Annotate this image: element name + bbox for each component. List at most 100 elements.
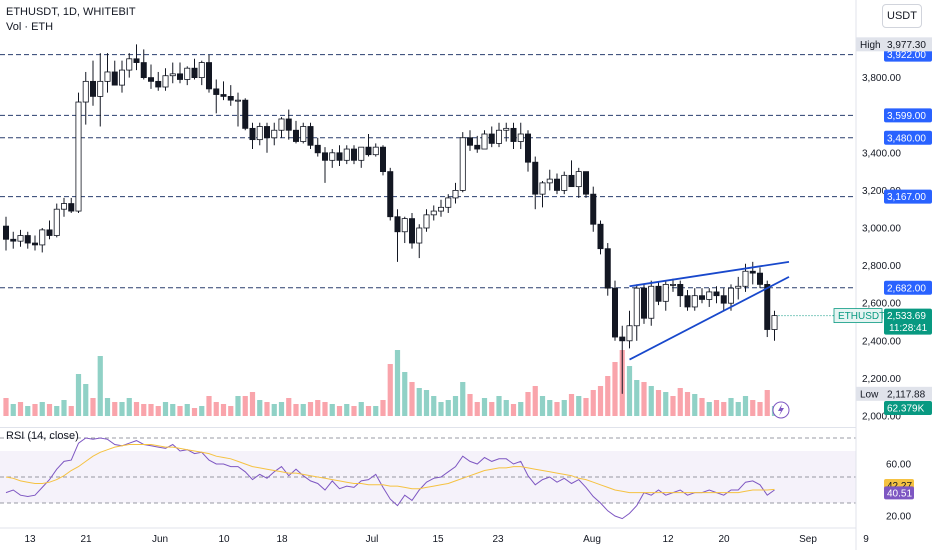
candle-body[interactable] (481, 133, 488, 150)
candle-body[interactable] (728, 287, 735, 304)
candle-body[interactable] (626, 325, 633, 342)
candle-body[interactable] (111, 71, 118, 86)
candle-body[interactable] (401, 218, 408, 233)
candle-body[interactable] (39, 229, 46, 246)
symbol-title[interactable]: ETHUSDT, 1D, WHITEBIT (6, 6, 136, 18)
candle-body[interactable] (474, 144, 481, 150)
candle-body[interactable] (227, 96, 234, 101)
candle-body[interactable] (648, 285, 655, 319)
candle-body[interactable] (677, 283, 684, 297)
candle-body[interactable] (10, 238, 17, 242)
candle-body[interactable] (242, 99, 249, 129)
candle-body[interactable] (532, 161, 539, 195)
candle-body[interactable] (561, 174, 568, 191)
trendline[interactable] (629, 260, 790, 288)
candle-body[interactable] (408, 218, 415, 244)
candle-body[interactable] (365, 146, 372, 156)
candle-body[interactable] (597, 223, 604, 250)
candle-body[interactable] (314, 144, 321, 154)
candle-body[interactable] (684, 295, 691, 308)
candle-body[interactable] (271, 129, 278, 139)
candle-body[interactable] (539, 182, 546, 195)
candle-body[interactable] (525, 133, 532, 163)
candle-body[interactable] (336, 152, 343, 161)
candle-body[interactable] (191, 67, 198, 78)
candle-body[interactable] (147, 77, 154, 82)
candle-body[interactable] (662, 283, 669, 302)
candle-body[interactable] (633, 287, 640, 327)
candle-body[interactable] (358, 146, 365, 161)
candle-body[interactable] (17, 235, 24, 242)
candle-body[interactable] (68, 203, 75, 212)
candle-body[interactable] (568, 174, 575, 188)
candle-body[interactable] (133, 58, 140, 63)
candle-body[interactable] (126, 58, 133, 71)
candle-body[interactable] (445, 197, 452, 208)
candle-body[interactable] (329, 152, 336, 161)
candle-body[interactable] (466, 137, 473, 146)
candle-body[interactable] (184, 67, 191, 80)
candle-body[interactable] (437, 206, 444, 212)
candle-body[interactable] (285, 118, 292, 131)
candle-body[interactable] (162, 75, 169, 88)
candle-body[interactable] (155, 80, 162, 88)
candle-body[interactable] (234, 99, 241, 102)
candle-body[interactable] (510, 127, 517, 142)
candle-body[interactable] (176, 73, 183, 80)
candle-body[interactable] (32, 242, 39, 246)
candle-body[interactable] (757, 272, 764, 285)
candle-body[interactable] (220, 94, 227, 97)
candle-body[interactable] (546, 178, 553, 184)
candle-body[interactable] (75, 101, 82, 212)
candle-body[interactable] (213, 88, 220, 95)
candle-body[interactable] (82, 80, 89, 103)
candle-body[interactable] (691, 295, 698, 308)
volume-indicator-label[interactable]: Vol · ETH (6, 21, 54, 33)
candle-body[interactable] (749, 270, 756, 274)
candle-body[interactable] (517, 133, 524, 142)
candle-body[interactable] (104, 71, 111, 82)
candle-body[interactable] (764, 283, 771, 330)
candle-body[interactable] (321, 152, 328, 161)
candle-body[interactable] (387, 171, 394, 218)
candle-body[interactable] (742, 270, 749, 287)
candle-body[interactable] (612, 287, 619, 338)
candle-body[interactable] (372, 146, 379, 156)
candle-body[interactable] (292, 129, 299, 142)
candle-body[interactable] (735, 285, 742, 289)
candle-body[interactable] (90, 80, 97, 97)
candle-body[interactable] (503, 127, 510, 131)
candle-body[interactable] (619, 336, 626, 342)
candle-body[interactable] (590, 193, 597, 225)
candle-body[interactable] (278, 118, 285, 131)
candle-body[interactable] (343, 148, 350, 161)
candle-body[interactable] (97, 80, 104, 97)
candle-body[interactable] (24, 235, 31, 244)
candle-body[interactable] (713, 291, 720, 297)
currency-button[interactable]: USDT (882, 4, 922, 28)
candle-body[interactable] (604, 248, 611, 289)
candle-body[interactable] (706, 291, 713, 300)
candle-body[interactable] (720, 295, 727, 304)
candle-body[interactable] (416, 227, 423, 244)
candle-body[interactable] (423, 214, 430, 229)
candle-body[interactable] (256, 126, 263, 141)
candle-body[interactable] (430, 210, 437, 216)
candle-body[interactable] (119, 69, 126, 86)
candle-body[interactable] (169, 73, 176, 77)
candle-body[interactable] (670, 283, 677, 286)
candle-body[interactable] (394, 216, 401, 233)
candle-body[interactable] (205, 62, 212, 90)
candle-body[interactable] (575, 171, 582, 188)
candle-body[interactable] (46, 229, 53, 236)
rsi-indicator-label[interactable]: RSI (14, close) (6, 430, 79, 442)
candle-body[interactable] (350, 148, 357, 161)
candle-body[interactable] (583, 171, 590, 195)
candle-body[interactable] (53, 208, 60, 236)
candle-body[interactable] (249, 127, 256, 141)
trendline[interactable] (629, 276, 790, 361)
candle-body[interactable] (379, 146, 386, 173)
candle-body[interactable] (300, 126, 307, 142)
candle-body[interactable] (699, 295, 706, 300)
